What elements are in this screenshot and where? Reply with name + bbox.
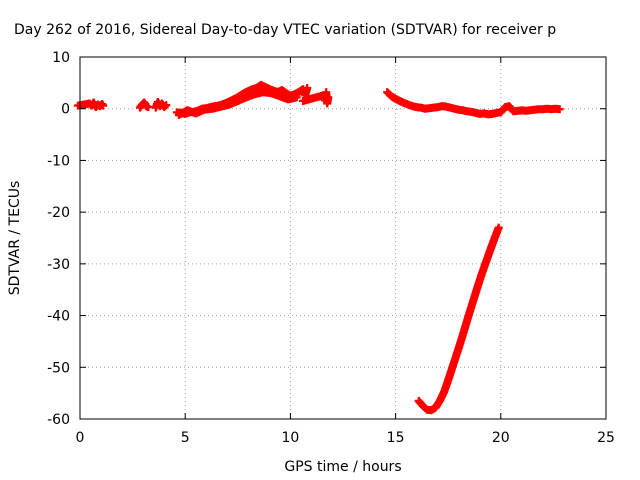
plot-frame xyxy=(79,56,607,420)
y-axis-title: SDTVAR / TECUs xyxy=(7,181,23,296)
y-tick-label: 10 xyxy=(52,50,70,66)
y-tick-label: 0 xyxy=(61,102,70,118)
x-tick-label: 5 xyxy=(181,430,190,446)
x-tick-label: 10 xyxy=(281,430,299,446)
x-tick-label: 20 xyxy=(492,430,510,446)
y-tick-label: -40 xyxy=(47,309,70,325)
data-point xyxy=(414,223,503,415)
y-tick-label: -60 xyxy=(47,412,70,428)
y-tick-label: -50 xyxy=(47,360,70,376)
y-tick-label: -20 xyxy=(47,205,70,221)
data-point xyxy=(73,98,108,112)
data-point xyxy=(383,88,564,119)
data-point xyxy=(135,98,153,112)
x-tick-label: 15 xyxy=(387,430,405,446)
data-point xyxy=(299,88,333,108)
axis-ticks: 0 5 10 15 20 25 -60 -50 -40 -30 -20 -10 0 10 xyxy=(47,50,615,446)
x-tick-label: 0 xyxy=(76,430,85,446)
x-tick-label: 25 xyxy=(597,430,615,446)
data-point xyxy=(151,97,171,112)
data-point xyxy=(174,88,301,119)
y-tick-label: -30 xyxy=(47,257,70,273)
data-points xyxy=(73,80,564,415)
x-axis-title: GPS time / hours xyxy=(284,459,401,475)
chart-title: Day 262 of 2016, Sidereal Day-to-day VTE… xyxy=(14,22,556,38)
y-tick-label: -10 xyxy=(47,153,70,169)
